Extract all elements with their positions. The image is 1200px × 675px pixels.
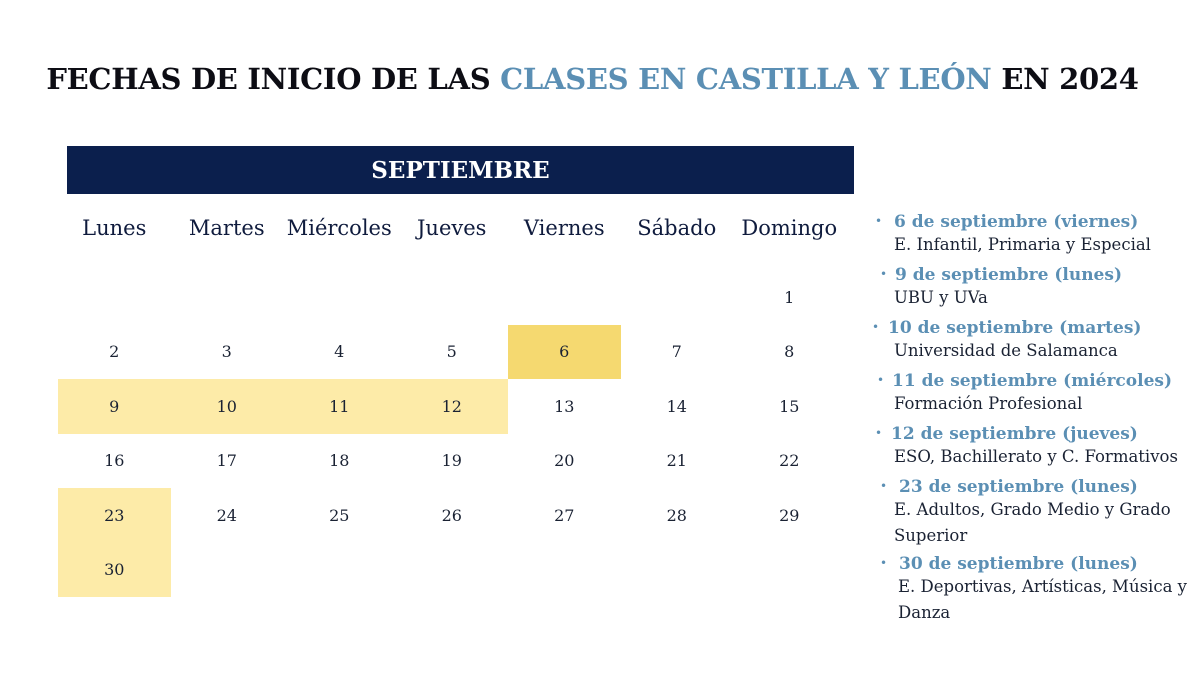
calendar-day-5: 5 xyxy=(446,342,457,362)
legend-description: E. Infantil, Primaria y Especial xyxy=(894,235,1151,254)
page-title: FECHAS DE INICIO DE LAS CLASES EN CASTIL… xyxy=(0,62,1185,96)
calendar-empty-cell xyxy=(171,270,284,325)
calendar-empty-cell xyxy=(508,270,621,325)
calendar-day-23: 23 xyxy=(58,488,171,543)
title-part-1: FECHAS DE INICIO DE LAS xyxy=(46,62,501,96)
calendar-day-11: 11 xyxy=(283,379,396,434)
calendar-day-28: 28 xyxy=(666,505,687,525)
weekday-miercoles: Miércoles xyxy=(286,216,392,240)
calendar-day-14: 14 xyxy=(666,396,687,416)
calendar-day-20: 20 xyxy=(554,451,575,471)
legend-description: ESO, Bachillerato y C. Formativos xyxy=(894,447,1178,466)
calendar-day-13: 13 xyxy=(554,396,575,416)
title-part-3: EN 2024 xyxy=(991,62,1139,96)
calendar-day-27: 27 xyxy=(554,505,575,525)
month-label: SEPTIEMBRE xyxy=(371,156,550,184)
month-header: SEPTIEMBRE xyxy=(67,146,854,194)
legend-date: 23 de septiembre (lunes) xyxy=(899,477,1138,497)
calendar-day-9: 9 xyxy=(58,379,171,434)
weekday-domingo: Domingo xyxy=(741,216,838,240)
bullet-icon: • xyxy=(875,214,883,228)
legend-description: E. Adultos, Grado Medio y Grado Superior xyxy=(894,500,1171,545)
legend-description: UBU y UVa xyxy=(894,288,988,307)
legend-description: Formación Profesional xyxy=(894,394,1083,413)
legend-date: 30 de septiembre (lunes) xyxy=(899,554,1138,574)
calendar-day-7: 7 xyxy=(671,342,682,362)
legend-date: 11 de septiembre (miércoles) xyxy=(892,371,1173,391)
legend-date: 6 de septiembre (viernes) xyxy=(894,212,1139,232)
bullet-icon: • xyxy=(880,267,888,281)
legend-description: E. Deportivas, Artísticas, Música y Danz… xyxy=(898,577,1187,622)
legend-date: 12 de septiembre (jueves) xyxy=(891,424,1138,444)
calendar-day-22: 22 xyxy=(779,451,800,471)
weekday-sabado: Sábado xyxy=(637,216,717,240)
calendar-day-12: 12 xyxy=(395,379,508,434)
calendar-day-2: 2 xyxy=(109,342,120,362)
calendar-day-16: 16 xyxy=(104,451,125,471)
legend-date: 10 de septiembre (martes) xyxy=(888,318,1142,338)
weekday-viernes: Viernes xyxy=(523,216,605,240)
weekday-jueves: Jueves xyxy=(417,216,487,240)
calendar-day-19: 19 xyxy=(441,451,462,471)
weekday-lunes: Lunes xyxy=(82,216,147,240)
calendar-empty-cell xyxy=(621,270,734,325)
calendar-day-1: 1 xyxy=(784,287,795,307)
calendar-day-30: 30 xyxy=(58,542,171,597)
calendar-day-26: 26 xyxy=(441,505,462,525)
legend-date: 9 de septiembre (lunes) xyxy=(895,265,1122,285)
title-highlight: CLASES EN CASTILLA Y LEÓN xyxy=(500,62,992,96)
calendar-day-21: 21 xyxy=(666,451,687,471)
weekday-martes: Martes xyxy=(188,216,265,240)
calendar-empty-cell xyxy=(396,270,509,325)
legend-description: Universidad de Salamanca xyxy=(894,341,1118,360)
calendar-empty-cell xyxy=(58,270,171,325)
calendar-day-25: 25 xyxy=(329,505,350,525)
calendar-day-10: 10 xyxy=(170,379,283,434)
calendar-empty-cell xyxy=(283,270,396,325)
calendar-day-4: 4 xyxy=(334,342,345,362)
calendar-day-8: 8 xyxy=(784,342,795,362)
bullet-icon: • xyxy=(880,479,888,493)
calendar-day-6: 6 xyxy=(508,324,621,379)
calendar-day-15: 15 xyxy=(779,396,800,416)
calendar-day-18: 18 xyxy=(329,451,350,471)
bullet-icon: • xyxy=(875,426,883,440)
calendar-grid: 1 2 3 4 5 6 7 8 9 10 11 12 13 14 15 16 17 18 19 20 21 22 23 24 2… xyxy=(58,270,846,597)
bullet-icon: • xyxy=(880,556,888,570)
bullet-icon: • xyxy=(872,320,880,334)
calendar-day-29: 29 xyxy=(779,505,800,525)
calendar-day-17: 17 xyxy=(216,451,237,471)
calendar-day-24: 24 xyxy=(216,505,237,525)
weekday-header-row: Lunes Martes Miércoles Jueves Viernes Sá… xyxy=(58,216,846,240)
bullet-icon: • xyxy=(877,373,885,387)
calendar-day-3: 3 xyxy=(221,342,232,362)
